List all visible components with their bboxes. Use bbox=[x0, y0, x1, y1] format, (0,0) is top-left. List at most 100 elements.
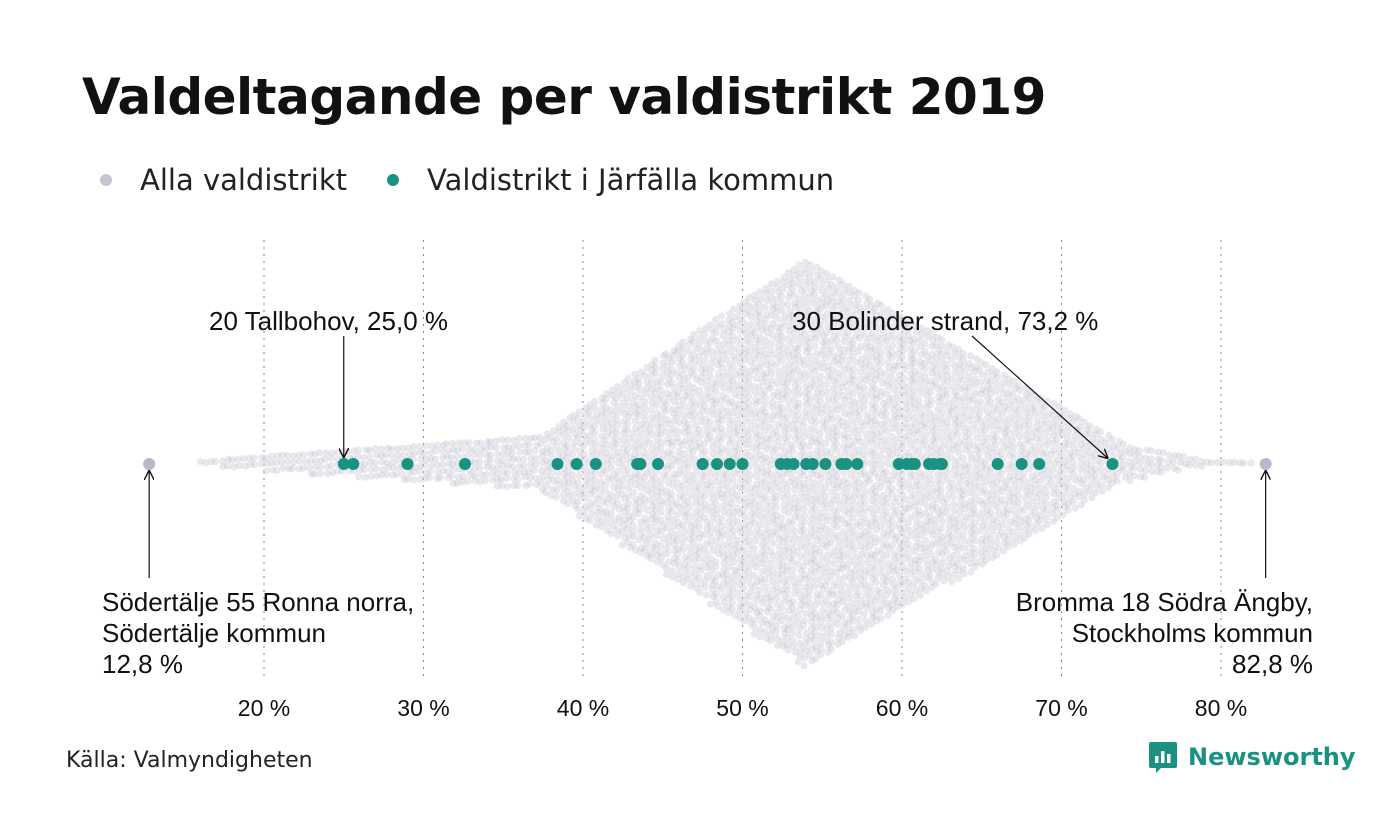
district-point bbox=[923, 352, 931, 360]
district-point bbox=[970, 530, 979, 539]
district-point bbox=[961, 499, 969, 508]
district-point bbox=[863, 520, 871, 528]
district-point bbox=[967, 509, 975, 517]
district-point bbox=[360, 465, 368, 473]
jarfalla-point bbox=[551, 458, 564, 470]
district-point bbox=[883, 500, 891, 508]
district-point bbox=[849, 352, 857, 360]
district-point bbox=[224, 462, 232, 470]
district-point bbox=[1021, 515, 1030, 523]
district-point bbox=[596, 504, 604, 512]
district-point bbox=[932, 503, 941, 512]
district-point bbox=[1091, 451, 1099, 459]
district-point bbox=[620, 385, 628, 393]
district-point bbox=[851, 560, 859, 568]
district-point bbox=[731, 540, 739, 549]
district-point bbox=[753, 317, 761, 325]
district-point bbox=[729, 513, 737, 521]
district-point bbox=[735, 334, 743, 342]
district-point bbox=[899, 413, 907, 421]
district-point bbox=[877, 354, 885, 362]
district-point bbox=[734, 504, 742, 512]
district-point bbox=[841, 332, 849, 340]
district-point bbox=[1174, 466, 1182, 474]
district-point bbox=[915, 557, 923, 566]
district-point bbox=[746, 489, 755, 498]
district-point bbox=[613, 526, 622, 534]
jarfalla-point bbox=[736, 458, 749, 470]
district-point bbox=[626, 473, 634, 481]
district-point bbox=[923, 327, 931, 335]
district-point bbox=[851, 403, 859, 411]
district-point bbox=[305, 464, 313, 472]
district-point bbox=[791, 480, 799, 488]
district-point bbox=[922, 404, 930, 412]
district-point bbox=[637, 530, 645, 538]
district-point bbox=[889, 575, 897, 584]
district-point bbox=[884, 520, 892, 528]
district-point bbox=[1092, 477, 1101, 485]
brand-name: Newsworthy bbox=[1188, 743, 1356, 771]
district-point bbox=[729, 592, 737, 600]
district-point bbox=[784, 425, 792, 433]
district-point bbox=[687, 335, 695, 343]
district-point bbox=[883, 344, 892, 352]
district-point bbox=[855, 510, 864, 518]
district-point bbox=[907, 363, 915, 371]
district-point bbox=[1014, 498, 1023, 506]
district-point bbox=[1055, 480, 1063, 488]
district-point bbox=[1136, 465, 1145, 473]
district-point bbox=[1028, 433, 1036, 441]
district-point bbox=[767, 593, 775, 601]
district-point bbox=[1066, 467, 1074, 475]
district-point bbox=[888, 476, 896, 484]
district-point bbox=[1010, 507, 1018, 515]
district-point bbox=[923, 522, 931, 530]
district-point bbox=[911, 483, 919, 491]
district-point bbox=[889, 562, 897, 570]
district-point bbox=[839, 371, 847, 379]
district-point bbox=[1055, 467, 1063, 475]
district-point bbox=[613, 394, 621, 402]
district-point bbox=[1116, 464, 1124, 472]
district-point bbox=[849, 514, 857, 522]
district-point bbox=[801, 330, 809, 338]
district-point bbox=[813, 322, 822, 330]
district-point bbox=[498, 481, 506, 489]
district-point bbox=[521, 473, 529, 481]
district-point bbox=[246, 460, 255, 468]
district-point bbox=[822, 439, 830, 447]
district-point bbox=[1070, 444, 1079, 452]
district-point bbox=[751, 363, 759, 371]
district-point bbox=[845, 523, 854, 531]
district-point bbox=[514, 475, 522, 483]
district-point bbox=[910, 413, 918, 421]
district-point bbox=[834, 614, 842, 623]
district-point bbox=[680, 411, 688, 419]
district-point bbox=[657, 444, 665, 452]
district-point bbox=[696, 562, 705, 571]
district-point bbox=[729, 527, 738, 535]
district-point bbox=[796, 301, 804, 309]
district-point bbox=[827, 449, 835, 457]
district-point bbox=[874, 324, 882, 332]
district-point bbox=[724, 412, 732, 420]
district-point bbox=[1038, 412, 1046, 420]
district-point bbox=[846, 608, 854, 616]
district-point bbox=[1043, 441, 1051, 449]
district-point bbox=[697, 580, 705, 588]
district-point bbox=[489, 469, 497, 477]
district-point bbox=[806, 371, 814, 380]
district-point bbox=[783, 581, 791, 589]
district-point bbox=[906, 591, 914, 599]
district-point bbox=[692, 499, 700, 508]
district-point bbox=[761, 374, 770, 382]
district-point bbox=[938, 383, 946, 391]
district-point bbox=[783, 567, 791, 575]
district-point bbox=[852, 383, 860, 391]
district-point bbox=[943, 496, 951, 504]
district-point bbox=[476, 478, 484, 486]
district-point bbox=[591, 404, 599, 412]
district-point bbox=[883, 586, 891, 594]
district-point bbox=[808, 403, 816, 411]
